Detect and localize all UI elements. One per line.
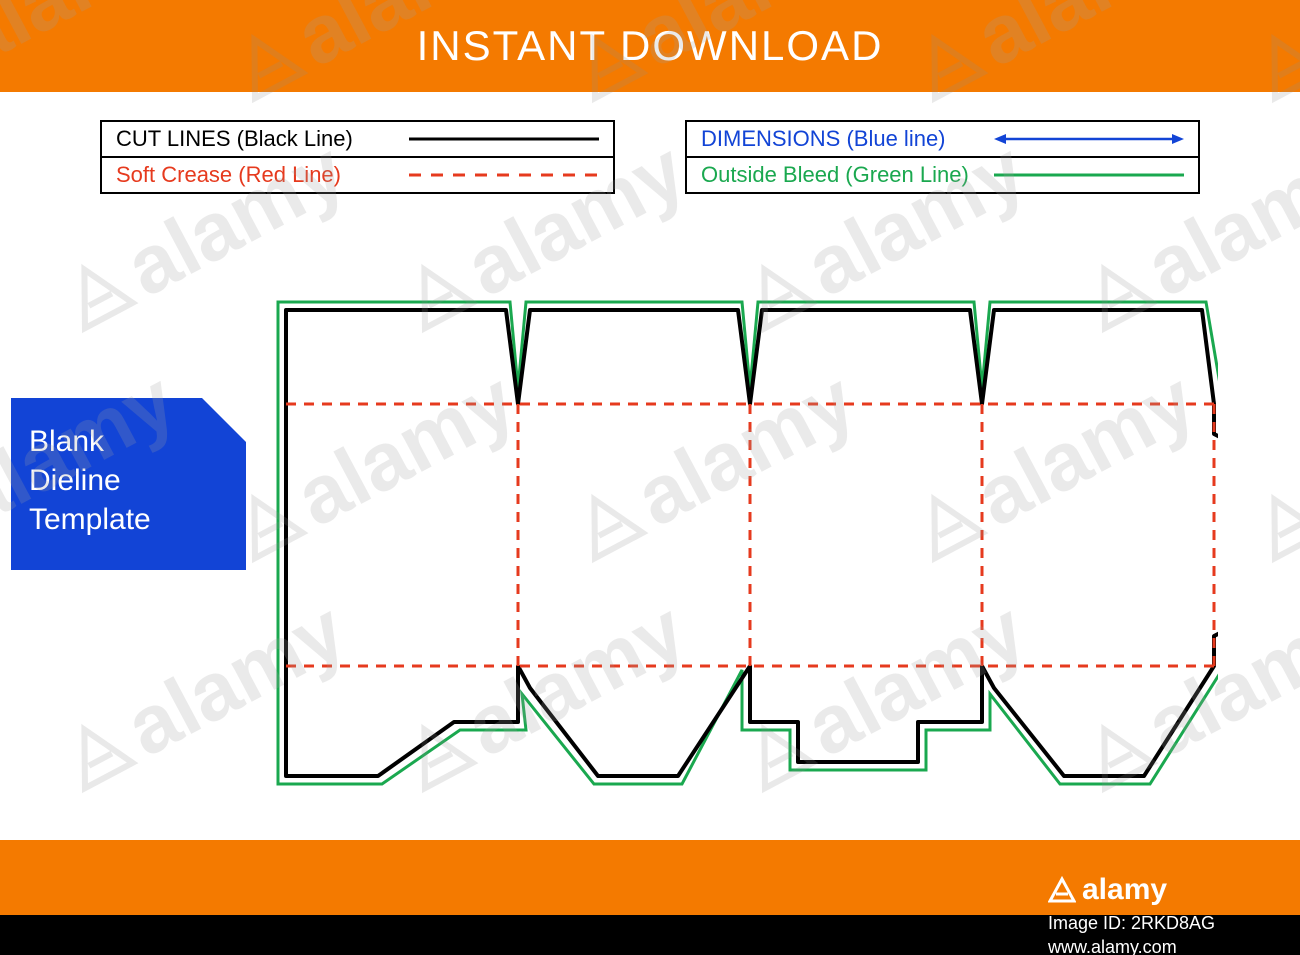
legend-item: DIMENSIONS (Blue line): [687, 122, 1198, 156]
banner-title: INSTANT DOWNLOAD: [417, 22, 884, 70]
bottom-black: [0, 915, 1300, 955]
legend-label: CUT LINES (Black Line): [116, 126, 353, 152]
cut-path: [286, 310, 1218, 776]
legend-left: CUT LINES (Black Line) Soft Crease (Red …: [100, 120, 615, 194]
legend-item: Soft Crease (Red Line): [102, 156, 613, 192]
legend-swatch: [389, 170, 599, 180]
legend-swatch: [974, 132, 1184, 146]
legend-label: Outside Bleed (Green Line): [701, 162, 969, 188]
legend-label: Soft Crease (Red Line): [116, 162, 341, 188]
legend-swatch: [974, 170, 1184, 180]
legend-right: DIMENSIONS (Blue line) Outside Bleed (Gr…: [685, 120, 1200, 194]
top-banner: INSTANT DOWNLOAD: [0, 0, 1300, 92]
legend-item: Outside Bleed (Green Line): [687, 156, 1198, 192]
side-tag-line: Dieline: [29, 461, 228, 500]
legend-item: CUT LINES (Black Line): [102, 122, 613, 156]
side-tag-line: Template: [29, 500, 228, 539]
dieline: [266, 288, 1218, 798]
bottom-orange: [0, 840, 1300, 915]
legend: CUT LINES (Black Line) Soft Crease (Red …: [100, 120, 1200, 194]
legend-swatch: [389, 134, 599, 144]
watermark-tile: alamy: [1234, 354, 1300, 589]
side-tag-line: Blank: [29, 422, 228, 461]
dieline-svg: [266, 288, 1218, 798]
page-root: INSTANT DOWNLOAD CUT LINES (Black Line) …: [0, 0, 1300, 955]
legend-label: DIMENSIONS (Blue line): [701, 126, 946, 152]
side-tag: BlankDielineTemplate: [11, 398, 246, 570]
